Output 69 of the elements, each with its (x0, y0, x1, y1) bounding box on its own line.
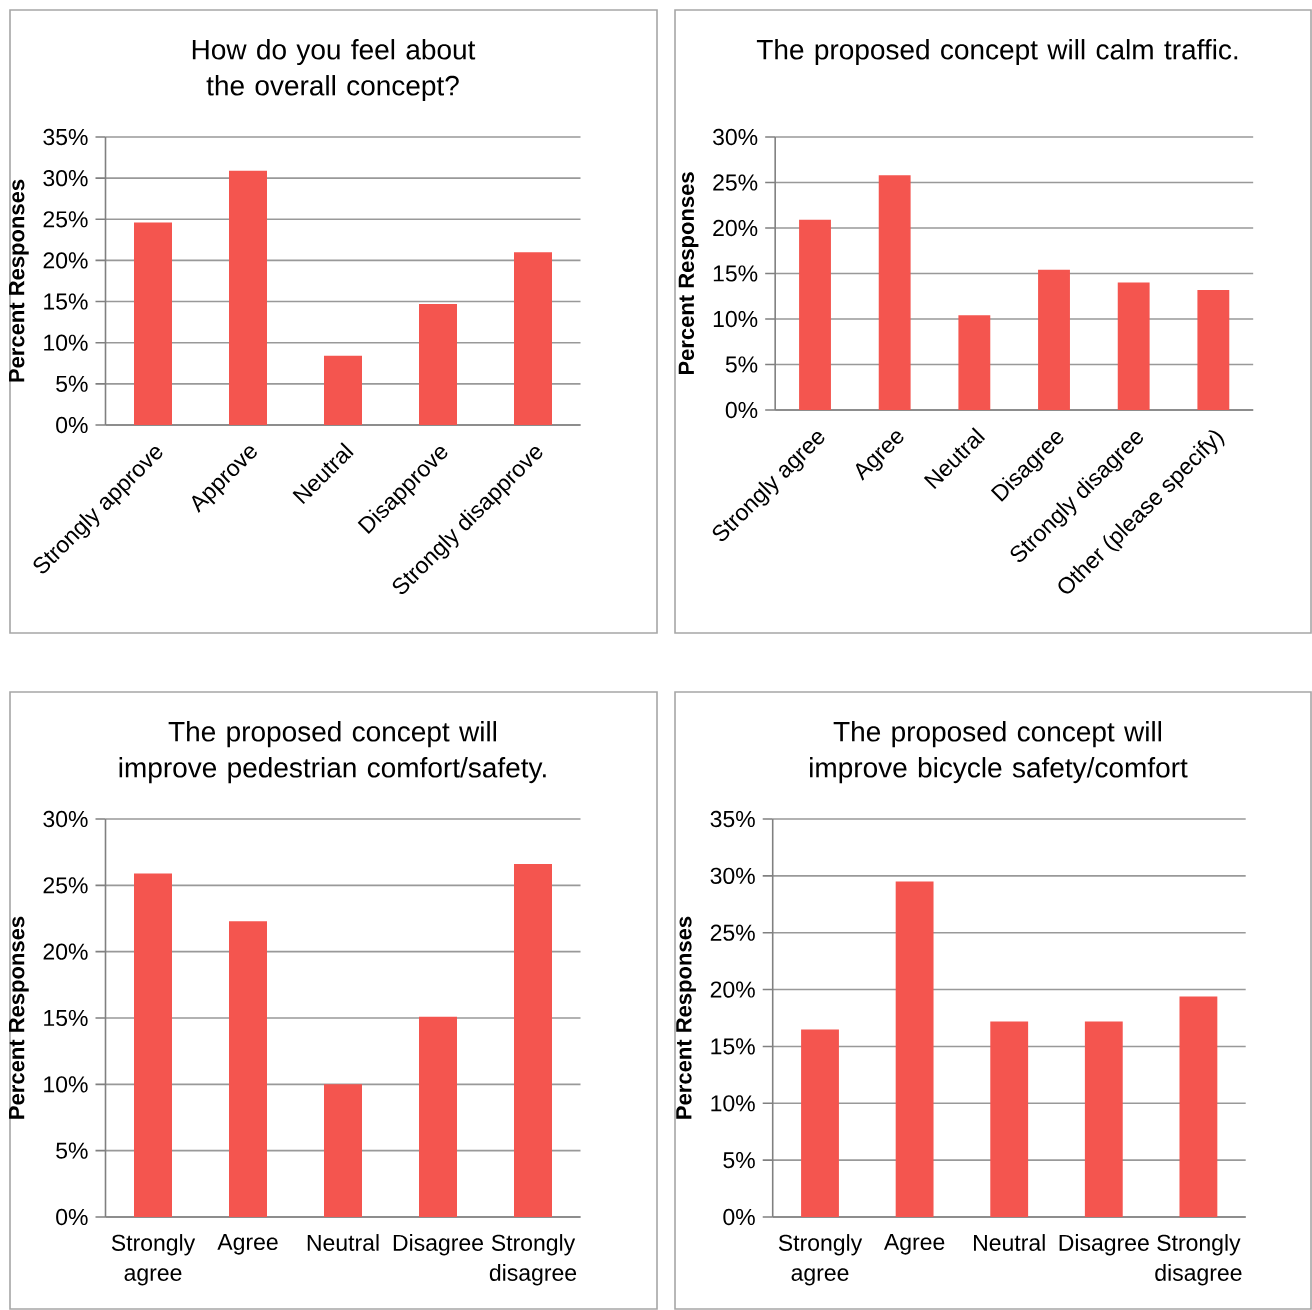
bar (134, 222, 172, 425)
x-tick-label: Neutral (974, 1234, 1045, 1251)
y-tick-label: 10% (713, 310, 758, 328)
y-tick-label: 35% (710, 810, 755, 828)
y-tick-label: 5% (723, 1152, 755, 1169)
bar (324, 355, 362, 425)
y-tick-label: 0% (723, 1208, 755, 1226)
bar (419, 304, 457, 425)
y-tick-label: 35% (43, 128, 88, 146)
y-tick-label: 25% (713, 174, 758, 191)
x-tick-label: Agree (217, 1234, 278, 1255)
y-axis-title: Percent Responses (9, 916, 29, 1119)
bar (1179, 996, 1218, 1217)
y-tick-label: 10% (711, 1095, 755, 1112)
y-tick-label: 15% (44, 1009, 88, 1027)
y-tick-label: 25% (43, 877, 88, 894)
x-tick-label: Agree (883, 1234, 945, 1255)
x-tick-label: Strongly agree (111, 1234, 196, 1286)
x-tick-label: Strongly agree (778, 1234, 863, 1286)
bar (958, 315, 991, 410)
bar (134, 873, 172, 1217)
bar (229, 921, 267, 1217)
y-tick-label: 0% (56, 416, 88, 434)
bar (799, 219, 831, 410)
bar (1084, 1021, 1123, 1217)
y-tick-label: 25% (710, 924, 755, 941)
x-tick-label: Strongly disagree (489, 1234, 577, 1286)
bar (229, 170, 267, 425)
chart-title: How do you feel about the overall concept? (192, 39, 476, 102)
y-tick-label: 5% (56, 375, 88, 392)
bar (990, 1021, 1029, 1217)
y-tick-label: 20% (713, 219, 758, 237)
x-tick-label: Disagree (1059, 1234, 1149, 1256)
bar (324, 1084, 362, 1217)
y-tick-label: 5% (56, 1142, 88, 1159)
bar (1197, 289, 1230, 410)
chart-title: The proposed concept will improve pedestrian comfort/safety. (119, 721, 546, 784)
y-tick-label: 25% (43, 211, 88, 228)
y-tick-label: 15% (44, 293, 88, 310)
y-tick-label: 30% (712, 128, 758, 146)
chart-title: The proposed concept will improve bicycle safety/comfort (810, 721, 1188, 784)
y-tick-label: 15% (713, 265, 758, 282)
y-tick-label: 20% (710, 981, 755, 998)
bar (419, 1016, 457, 1217)
y-tick-label: 15% (711, 1038, 755, 1055)
x-tick-label: Strongly disagree (1155, 1234, 1242, 1286)
y-tick-label: 10% (44, 334, 88, 351)
bar (801, 1029, 839, 1217)
x-tick-label: Neutral (307, 1234, 379, 1251)
bar (514, 252, 552, 425)
bar (1117, 282, 1150, 410)
bar (878, 175, 911, 410)
y-axis-title: Percent Responses (678, 172, 699, 375)
bar (514, 864, 552, 1217)
chart-title: The proposed concept will calm traffic. (756, 39, 1238, 66)
y-tick-label: 10% (44, 1076, 88, 1093)
bar (895, 881, 934, 1217)
y-tick-label: 0% (725, 401, 758, 419)
y-tick-label: 30% (43, 169, 88, 187)
y-tick-label: 20% (43, 252, 88, 269)
x-tick-label: Disagree (393, 1234, 483, 1256)
y-tick-label: 30% (710, 867, 755, 884)
y-tick-label: 5% (725, 356, 758, 373)
bar (1038, 269, 1070, 410)
y-axis-title: Percent Responses (676, 916, 696, 1119)
y-tick-label: 20% (43, 943, 88, 960)
y-tick-label: 30% (43, 810, 88, 828)
y-tick-label: 0% (56, 1208, 88, 1226)
y-axis-title: Percent Responses (9, 179, 29, 382)
